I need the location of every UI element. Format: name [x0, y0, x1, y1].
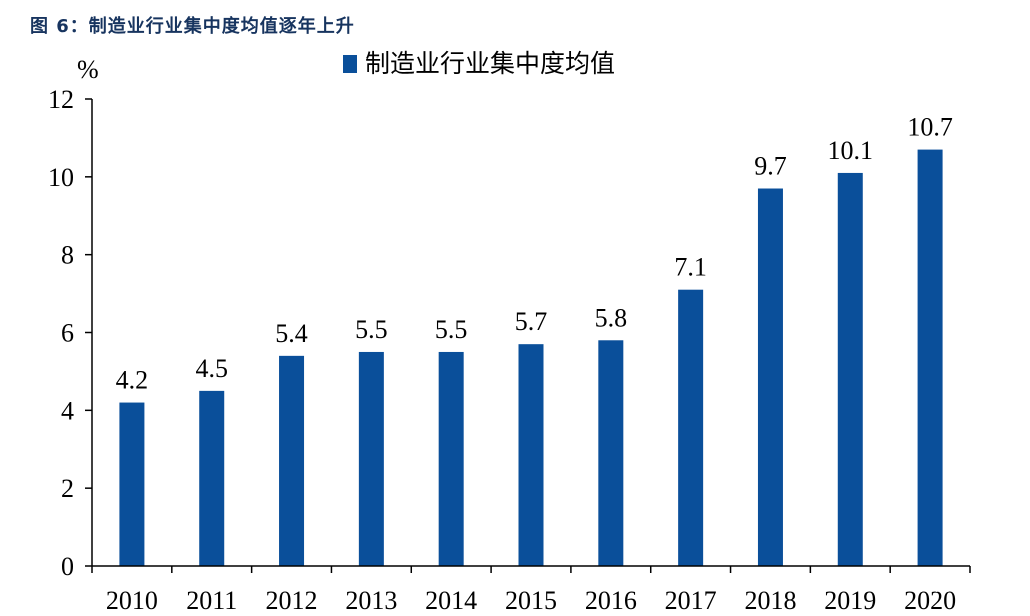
- bar: [279, 355, 305, 566]
- bar: [678, 289, 704, 566]
- data-label: 7.1: [674, 253, 707, 282]
- data-label: 5.5: [355, 315, 388, 344]
- x-tick-label: 2020: [904, 586, 956, 615]
- y-axis: 0 2 4 6 8 10 12: [48, 85, 92, 581]
- x-tick-label: 2013: [345, 586, 397, 615]
- bar: [917, 149, 943, 566]
- y-tick-label: 0: [61, 552, 74, 581]
- legend-swatch: [343, 55, 357, 73]
- x-tick-label: 2017: [665, 586, 717, 615]
- x-tick-label: 2015: [505, 586, 557, 615]
- x-tick-label: 2019: [824, 586, 876, 615]
- data-label: 5.8: [595, 303, 628, 332]
- data-label: 10.7: [907, 113, 953, 142]
- data-label: 5.5: [435, 315, 468, 344]
- x-tick-label: 2010: [106, 586, 158, 615]
- bar: [518, 344, 544, 566]
- data-label: 5.4: [275, 319, 308, 348]
- bar: [757, 188, 783, 566]
- data-labels: 4.2 4.5 5.4 5.5 5.5 5.7 5.8 7.1 9.7 10.1 10.7: [116, 113, 953, 395]
- bar: [438, 351, 464, 566]
- x-tick-label: 2011: [186, 586, 237, 615]
- bar: [358, 351, 384, 566]
- x-tick-label: 2018: [744, 586, 796, 615]
- data-label: 10.1: [828, 136, 874, 165]
- data-label: 5.7: [515, 307, 548, 336]
- figure-title: 图 6：制造业行业集中度均值逐年上升: [30, 16, 355, 37]
- y-tick-label: 10: [48, 163, 74, 192]
- legend-label: 制造业行业集中度均值: [365, 49, 615, 78]
- y-tick-label: 12: [48, 85, 74, 114]
- y-tick-label: 6: [61, 319, 74, 348]
- bar: [119, 402, 145, 566]
- bar: [837, 172, 863, 567]
- x-tick-label: 2014: [425, 586, 477, 615]
- x-tick-label: 2012: [266, 586, 318, 615]
- data-label: 4.5: [195, 354, 228, 383]
- y-tick-label: 8: [61, 241, 74, 270]
- y-tick-label: 2: [61, 474, 74, 503]
- data-label: 4.2: [116, 366, 149, 395]
- bar: [199, 390, 225, 566]
- watermark: 头条 @未来智库: [820, 571, 974, 595]
- data-label: 9.7: [754, 152, 787, 181]
- x-axis: 2010 2011 2012 2013 2014 2015 2016 2017 2018 2019…: [91, 566, 971, 615]
- y-tick-label: 4: [61, 396, 74, 425]
- bar: [598, 340, 624, 566]
- bars: [119, 149, 943, 567]
- y-axis-unit: %: [77, 55, 99, 84]
- x-tick-label: 2016: [585, 586, 637, 615]
- legend: 制造业行业集中度均值: [343, 49, 615, 78]
